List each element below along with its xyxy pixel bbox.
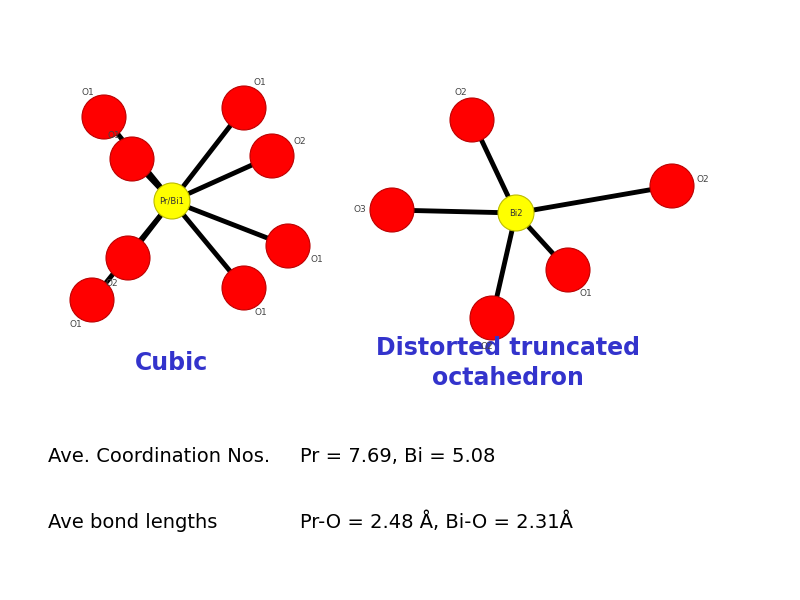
Circle shape (370, 188, 414, 232)
Text: Ave bond lengths: Ave bond lengths (48, 512, 218, 532)
Circle shape (82, 95, 126, 139)
Circle shape (470, 296, 514, 340)
Text: O1: O1 (580, 289, 593, 298)
Circle shape (154, 183, 190, 219)
Circle shape (106, 236, 150, 280)
Text: O2: O2 (455, 88, 468, 97)
Text: Pr-O = 2.48 Å, Bi-O = 2.31Å: Pr-O = 2.48 Å, Bi-O = 2.31Å (300, 512, 573, 532)
Text: Ave. Coordination Nos.: Ave. Coordination Nos. (48, 446, 270, 466)
Text: O1: O1 (254, 79, 266, 88)
Text: Pr = 7.69, Bi = 5.08: Pr = 7.69, Bi = 5.08 (300, 446, 495, 466)
Text: O2: O2 (106, 278, 118, 287)
Text: O1: O1 (81, 88, 94, 97)
Text: O1: O1 (107, 131, 120, 140)
Text: Bi2: Bi2 (510, 208, 522, 217)
Circle shape (498, 195, 534, 231)
Text: Pr/Bi1: Pr/Bi1 (159, 196, 185, 205)
Text: O1: O1 (69, 320, 82, 329)
Text: Cubic: Cubic (135, 351, 209, 375)
Text: O2: O2 (293, 137, 306, 146)
Circle shape (110, 137, 154, 181)
Text: Distorted truncated
octahedron: Distorted truncated octahedron (376, 336, 640, 390)
Text: O2: O2 (480, 342, 493, 351)
Circle shape (546, 248, 590, 292)
Circle shape (222, 86, 266, 130)
Circle shape (250, 134, 294, 178)
Text: O3: O3 (354, 205, 366, 214)
Text: O1: O1 (310, 255, 322, 264)
Circle shape (266, 224, 310, 268)
Circle shape (70, 278, 114, 322)
Circle shape (450, 98, 494, 142)
Circle shape (650, 164, 694, 208)
Text: O1: O1 (254, 308, 267, 317)
Text: O2: O2 (697, 175, 710, 184)
Circle shape (222, 266, 266, 310)
